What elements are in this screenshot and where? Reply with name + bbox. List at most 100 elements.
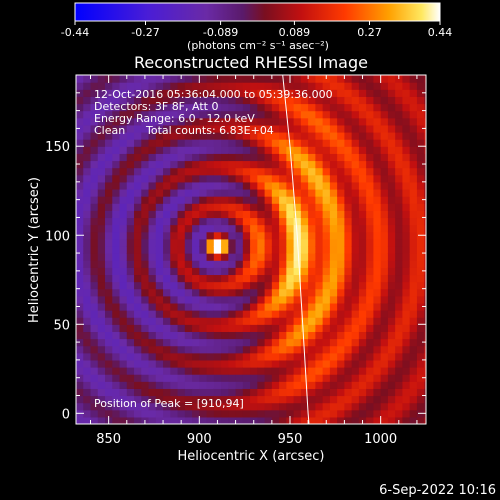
heatmap-cell [344,224,353,233]
heatmap-cell [322,345,331,354]
heatmap-cell [271,395,280,404]
heatmap-cell [105,203,113,211]
heatmap-cell [170,210,179,219]
heatmap-cell [177,174,186,183]
heatmap-cell [424,139,426,147]
heatmap-cell [126,253,135,261]
heatmap-cell [257,75,266,83]
heatmap-cell [83,139,92,147]
heatmap-cell [141,174,150,183]
heatmap-cell [90,267,99,276]
heatmap-cell [380,331,389,340]
heatmap-cell [329,75,338,83]
heatmap-cell [402,331,411,340]
heatmap-cell [163,367,171,375]
heatmap-cell [409,82,418,90]
heatmap-cell [155,324,164,333]
heatmap-cell [126,260,135,268]
heatmap-cell [257,188,266,197]
heatmap-cell [177,153,186,162]
heatmap-cell [264,260,273,268]
heatmap-cell [76,117,84,126]
heatmap-cell [308,416,316,424]
heatmap-cell [83,188,92,197]
heatmap-cell [264,75,273,83]
annotation-detectors: Detectors: 3F 8F, Att 0 [94,100,218,113]
heatmap-cell [279,367,287,375]
heatmap-cell [199,203,208,211]
heatmap-cell [105,196,113,204]
heatmap-cell [264,153,273,162]
heatmap-cell [90,110,99,119]
heatmap-cell [199,224,208,233]
heatmap-cell [264,174,273,183]
heatmap-cell [155,388,164,397]
heatmap-cell [416,210,425,219]
heatmap-cell [329,245,338,254]
heatmap-cell [97,253,106,261]
heatmap-cell [329,103,338,112]
heatmap-cell [112,174,121,183]
heatmap-cell [380,188,389,197]
heatmap-cell [337,295,345,304]
heatmap-cell [134,82,142,90]
heatmap-cell [213,210,222,219]
heatmap-cell [221,196,229,204]
heatmap-cell [293,310,302,318]
heatmap-cell [242,338,251,347]
heatmap-cell [170,139,179,147]
heatmap-cell [90,331,99,340]
heatmap-cell [163,146,171,154]
heatmap-cell [366,352,375,361]
heatmap-cell [337,267,345,276]
heatmap-cell [76,131,84,140]
heatmap-cell [177,188,186,197]
heatmap-cell [206,281,215,290]
heatmap-cell [206,174,215,183]
colorbar-tick-label: -0.27 [131,26,159,39]
heatmap-cell [416,82,425,90]
heatmap-cell [271,203,280,211]
heatmap-cell [76,253,84,261]
heatmap-cell [155,253,164,261]
heatmap-cell [366,238,375,247]
heatmap-cell [409,331,418,340]
heatmap-cell [293,196,302,204]
heatmap-cell [199,338,208,347]
heatmap-cell [126,288,135,297]
heatmap-cell [177,317,186,325]
heatmap-cell [322,139,331,147]
heatmap-cell [308,217,316,226]
heatmap-cell [170,124,179,133]
heatmap-cell [199,331,208,340]
heatmap-cell [148,388,157,397]
heatmap-cell [105,231,113,240]
heatmap-cell [228,196,237,204]
heatmap-cell [184,310,193,318]
heatmap-cell [424,131,426,140]
heatmap-cell [424,210,426,219]
heatmap-cell [170,153,179,162]
heatmap-cell [358,131,367,140]
heatmap-cell [235,160,244,169]
heatmap-cell [315,110,324,119]
heatmap-cell [148,381,157,389]
heatmap-cell [257,174,266,183]
heatmap-cell [395,388,404,397]
heatmap-cell [163,131,171,140]
heatmap-cell [155,288,164,297]
heatmap-cell [300,160,309,169]
heatmap-cell [119,409,128,418]
heatmap-cell [366,267,375,276]
heatmap-cell [416,203,425,211]
heatmap-cell [126,352,135,361]
heatmap-cell [112,338,121,347]
heatmap-cell [119,89,128,97]
heatmap-cell [293,139,302,147]
heatmap-cell [373,416,382,424]
heatmap-cell [242,96,251,105]
heatmap-cell [119,395,128,404]
heatmap-cell [351,274,360,283]
heatmap-cell [90,238,99,247]
heatmap-cell [315,374,324,382]
